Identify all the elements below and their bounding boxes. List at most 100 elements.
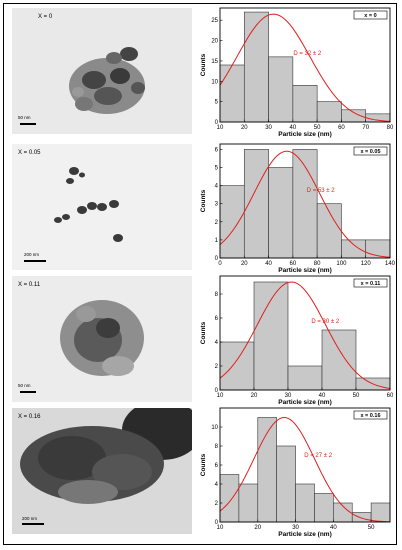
tem-image-x016: X = 0.16 200 nm — [12, 408, 192, 534]
histogram-plot-x016: 10 20 30 40 50 0 2 4 6 8 10 Particle size (nm) Count… — [200, 407, 391, 538]
y-axis-label: Counts — [200, 189, 207, 212]
x-tick-label: 80 — [314, 261, 321, 267]
mean-size-annotation: D = 30 ± 2 — [311, 319, 339, 325]
x-tick-label: 30 — [265, 125, 272, 131]
x-tick-label: 100 — [336, 261, 347, 267]
panel-x0: X = 0 50 nm 10 20 30 40 50 60 70 80 0 5 10 15 20 25 Pa… — [0, 4, 402, 138]
x-tick-label: 50 — [353, 393, 360, 399]
y-tick-label: 6 — [215, 316, 219, 322]
gaussian-fit-curve — [219, 13, 391, 122]
y-tick-label: 4 — [215, 340, 219, 346]
x-tick-label: 0 — [218, 261, 222, 267]
scale-bar-label: 200 nm — [22, 516, 37, 521]
tem-image-x0: X = 0 50 nm — [12, 8, 192, 134]
histogram-plot-x011: 10 20 30 40 50 60 0 2 4 6 8 Particle size (nm) Count… — [200, 275, 394, 406]
x-axis-label: Particle size (nm) — [278, 267, 331, 274]
y-tick-label: 0 — [215, 388, 219, 394]
legend-box — [353, 146, 388, 156]
legend-label: x = 0.05 — [360, 149, 380, 155]
histogram-bar — [238, 483, 259, 523]
panel-x011: X = 0.11 50 nm 10 20 30 40 50 60 0 2 4 6 8 Particle… — [0, 272, 402, 406]
legend-label: x = 0.11 — [361, 281, 381, 287]
x-tick-label: 50 — [368, 525, 375, 531]
x-tick-label: 40 — [330, 525, 337, 531]
x-tick-label: 70 — [362, 125, 369, 131]
x-tick-label: 80 — [387, 125, 394, 131]
y-tick-label: 5 — [215, 166, 219, 172]
legend-box — [353, 10, 388, 20]
x-axis-label: Particle size (nm) — [278, 131, 331, 138]
mean-size-annotation: D = 32 ± 2 — [293, 51, 321, 57]
y-tick-label: 4 — [215, 482, 219, 488]
tem-image-x005: X = 0.05 200 nm — [12, 144, 192, 270]
legend-label: x = 0.16 — [360, 413, 380, 419]
x-tick-label: 50 — [314, 125, 321, 131]
panel-x016: X = 0.16 200 nm 10 20 30 40 50 0 2 4 6 8 10 Particl… — [0, 404, 402, 538]
y-axis-label: Counts — [200, 321, 207, 344]
x-tick-label: 60 — [290, 261, 297, 267]
gaussian-fit-curve — [219, 150, 391, 258]
histogram-bar — [370, 502, 391, 523]
y-axis-label: Counts — [200, 453, 207, 476]
gaussian-fit-curve — [219, 417, 391, 523]
tem-label: X = 0 — [38, 14, 53, 20]
histogram-x011: 10 20 30 40 50 60 0 2 4 6 8 Particle size (nm) Count… — [198, 272, 398, 406]
y-axis-label: Counts — [200, 53, 207, 76]
tem-label: X = 0.05 — [18, 150, 41, 156]
x-tick-label: 40 — [290, 125, 297, 131]
y-tick-label: 1 — [215, 238, 219, 244]
y-tick-label: 4 — [215, 184, 219, 190]
x-tick-label: 30 — [292, 525, 299, 531]
x-tick-label: 120 — [361, 261, 372, 267]
x-tick-label: 30 — [285, 393, 292, 399]
histogram-bar — [314, 493, 334, 523]
tem-label: X = 0.11 — [18, 282, 41, 288]
y-tick-label: 2 — [215, 501, 219, 507]
histogram-bar — [321, 329, 357, 391]
histogram-bar — [219, 185, 245, 259]
y-tick-label: 8 — [215, 292, 219, 298]
y-tick-label: 15 — [211, 59, 218, 65]
histogram-plot-x005: 0 20 40 60 80 100 120 140 0 1 2 3 4 5 6 Particle size (… — [200, 143, 396, 274]
y-tick-label: 10 — [211, 425, 218, 431]
x-tick-label: 20 — [254, 525, 261, 531]
y-tick-label: 2 — [215, 364, 219, 370]
x-tick-label: 20 — [251, 393, 258, 399]
y-tick-label: 5 — [215, 100, 219, 106]
plot-frame — [219, 275, 391, 391]
histogram-bar — [287, 365, 323, 391]
tem-image-x011: X = 0.11 50 nm — [12, 276, 192, 402]
histogram-x016: 10 20 30 40 50 0 2 4 6 8 10 Particle size (nm) Count… — [198, 404, 398, 538]
y-tick-label: 0 — [215, 120, 219, 126]
histogram-bar — [253, 281, 289, 391]
x-tick-label: 60 — [387, 393, 394, 399]
histogram-plot-x0: 10 20 30 40 50 60 70 80 0 5 10 15 20 25 Particle size … — [200, 7, 394, 138]
scale-bar-label: 50 nm — [18, 383, 31, 388]
figure-frame — [3, 3, 397, 545]
histogram-bar — [295, 483, 315, 523]
mean-size-annotation: D = 27 ± 2 — [304, 453, 332, 459]
x-tick-label: 140 — [385, 261, 396, 267]
histogram-x005: 0 20 40 60 80 100 120 140 0 1 2 3 4 5 6 Particle size (… — [198, 140, 398, 274]
histogram-bar — [276, 445, 296, 523]
y-tick-label: 0 — [215, 520, 219, 526]
tem-micrograph-x0: X = 0 50 nm — [12, 8, 192, 134]
x-tick-label: 20 — [241, 261, 248, 267]
histogram-bar — [243, 11, 269, 123]
histogram-bar — [316, 101, 342, 123]
y-tick-label: 10 — [211, 79, 218, 85]
y-tick-label: 6 — [215, 463, 219, 469]
y-tick-label: 3 — [215, 202, 219, 208]
histogram-bar — [243, 149, 269, 259]
tem-micrograph-x016: X = 0.16 200 nm — [12, 408, 192, 534]
scale-bar-label: 200 nm — [24, 252, 39, 257]
histogram-bar — [268, 56, 294, 123]
x-tick-label: 10 — [217, 125, 224, 131]
histogram-bar — [219, 64, 245, 123]
x-tick-label: 20 — [241, 125, 248, 131]
x-tick-label: 40 — [319, 393, 326, 399]
y-tick-label: 8 — [215, 444, 219, 450]
plot-frame — [219, 7, 391, 123]
y-tick-label: 25 — [211, 18, 218, 24]
y-tick-label: 20 — [211, 39, 218, 45]
